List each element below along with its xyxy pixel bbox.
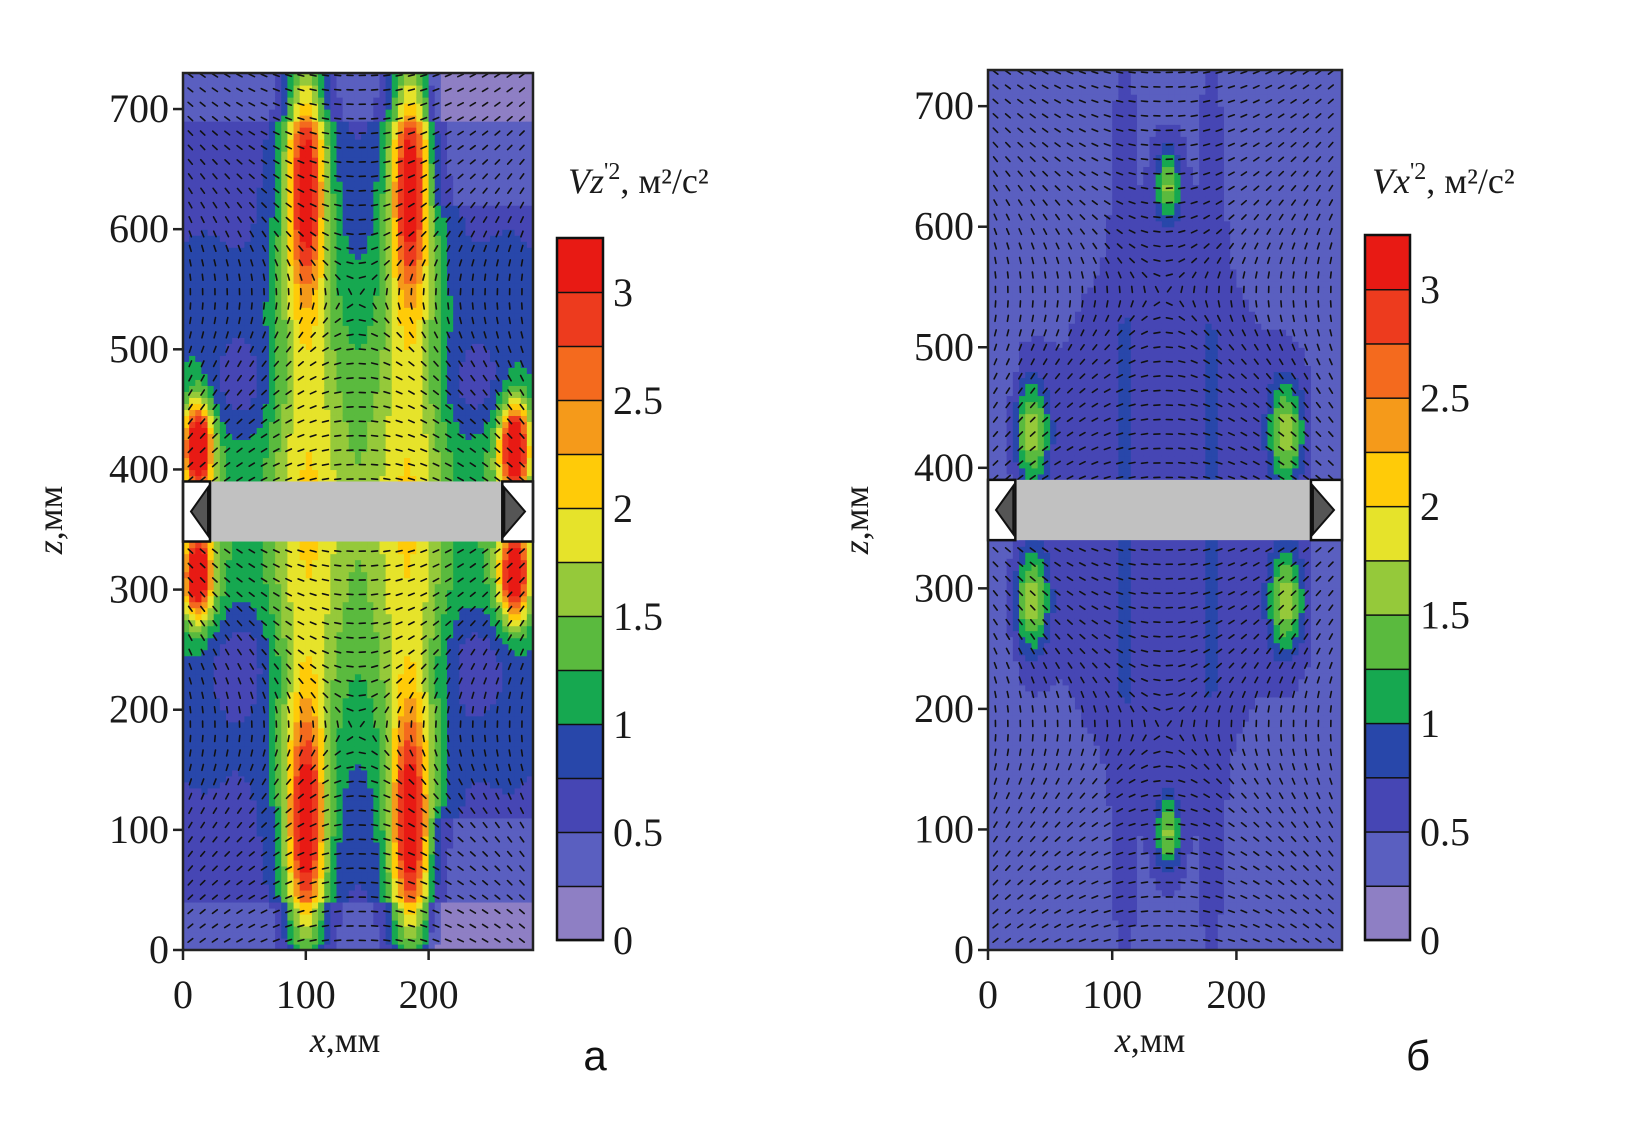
colorbar-band: [556, 777, 604, 834]
x-axis-unit: ,мм: [326, 1020, 381, 1060]
colorbar-var: Vx: [1372, 161, 1410, 201]
colorbar-band: [556, 615, 604, 672]
colorbar: 0 0.5 1 1.5 2 2.5 3: [555, 236, 663, 963]
y-tick-label: 0: [954, 927, 974, 972]
colorbar-tick-label: 1.5: [613, 594, 663, 639]
y-axis-title: z,мм: [30, 486, 70, 556]
colorbar-band: [1364, 613, 1411, 671]
colorbar-band: [1364, 830, 1411, 888]
colorbar-band: [1364, 451, 1411, 508]
colorbar-tick-label: 2: [1420, 484, 1440, 529]
velocity-vectors: [187, 72, 526, 944]
colorbar-title: Vx'2, м²/с²: [1372, 159, 1515, 201]
x-tick-label: 200: [1206, 972, 1266, 1017]
colorbar-band: [556, 561, 604, 618]
y-tick-label: 100: [109, 807, 169, 852]
y-tick-label: 200: [914, 686, 974, 731]
x-tick-label: 0: [173, 972, 193, 1017]
colorbar-tick-label: 2: [613, 486, 633, 531]
x-tick-label: 0: [978, 972, 998, 1017]
colorbar-band: [556, 507, 604, 564]
x-axis-title: x,мм: [1114, 1020, 1186, 1060]
x-axis: 0 100 200: [173, 950, 459, 1017]
colorbar-band: [556, 291, 604, 348]
y-axis-var: z: [836, 540, 876, 555]
colorbar-band: [556, 237, 604, 294]
y-axis: 0 100 200 300 400 500 600 700: [914, 83, 988, 972]
colorbar-band: [556, 669, 604, 726]
x-tick-label: 100: [1082, 972, 1142, 1017]
y-axis-unit: ,мм: [836, 486, 876, 541]
y-axis: 0 100 200 300 400 500 600 700: [109, 86, 183, 972]
colorbar-band: [556, 399, 604, 456]
y-tick-label: 600: [914, 204, 974, 249]
y-tick-label: 600: [109, 206, 169, 251]
colorbar-band: [556, 831, 604, 888]
y-axis-var: z: [30, 540, 70, 555]
y-tick-label: 300: [109, 567, 169, 612]
colorbar-tick-label: 1: [1420, 701, 1440, 746]
colorbar: 0 0.5 1 1.5 2 2.5 3: [1363, 233, 1470, 963]
colorbar-tick-label: 3: [613, 270, 633, 315]
colorbar-band: [556, 723, 604, 780]
colorbar-unit: м²/с²: [1444, 161, 1514, 201]
obstacle-bar: [986, 478, 1344, 542]
colorbar-band: [556, 885, 604, 942]
colorbar-band: [1364, 722, 1411, 779]
panel-label: а: [583, 1032, 607, 1079]
colorbar-tick-label: 1: [613, 702, 633, 747]
x-axis-var: x: [309, 1020, 326, 1060]
y-tick-label: 0: [149, 927, 169, 972]
colorbar-band: [1364, 342, 1411, 399]
colorbar-unit: м²/с²: [638, 161, 708, 201]
x-tick-label: 200: [399, 972, 459, 1017]
y-tick-label: 400: [109, 446, 169, 491]
plot-frame: [181, 71, 535, 952]
colorbar-band: [1364, 234, 1411, 291]
colorbar-band: [1364, 668, 1411, 725]
y-tick-label: 500: [914, 324, 974, 369]
panel-label: б: [1406, 1032, 1430, 1079]
colorbar-title: Vz'2, м²/с²: [568, 159, 709, 201]
colorbar-band: [1364, 885, 1411, 942]
colorbar-band: [1364, 505, 1411, 562]
colorbar-tick-label: 2.5: [613, 378, 663, 423]
y-axis-unit: ,мм: [30, 486, 70, 541]
heatmap-field: [988, 70, 1343, 951]
colorbar-tick-label: 0.5: [613, 810, 663, 855]
y-tick-label: 100: [914, 806, 974, 851]
x-axis-title: x,мм: [309, 1020, 381, 1060]
y-tick-label: 700: [109, 86, 169, 131]
x-axis-var: x: [1114, 1020, 1131, 1060]
plot-frame: [986, 68, 1344, 952]
colorbar-tick-label: 2.5: [1420, 376, 1470, 421]
colorbar-band: [556, 453, 604, 510]
obstacle-bar: [181, 480, 535, 543]
y-tick-label: 700: [914, 83, 974, 128]
colorbar-band: [1364, 559, 1411, 616]
colorbar-band: [1364, 776, 1411, 833]
colorbar-band: [1364, 396, 1411, 454]
colorbar-tick-label: 0: [1420, 918, 1440, 963]
colorbar-tick-label: 3: [1420, 267, 1440, 312]
x-tick-label: 100: [276, 972, 336, 1017]
colorbar-var: Vz: [568, 161, 604, 201]
colorbar-band: [1364, 288, 1411, 345]
y-tick-label: 400: [914, 445, 974, 490]
x-axis: 0 100 200: [978, 950, 1266, 1017]
x-axis-unit: ,мм: [1131, 1020, 1186, 1060]
colorbar-tick-label: 0: [613, 918, 633, 963]
y-axis-title: z,мм: [836, 486, 876, 556]
y-tick-label: 500: [109, 326, 169, 371]
y-tick-label: 200: [109, 687, 169, 732]
colorbar-tick-label: 1.5: [1420, 593, 1470, 638]
y-tick-label: 300: [914, 565, 974, 610]
colorbar-tick-label: 0.5: [1420, 810, 1470, 855]
colorbar-band: [556, 345, 604, 402]
